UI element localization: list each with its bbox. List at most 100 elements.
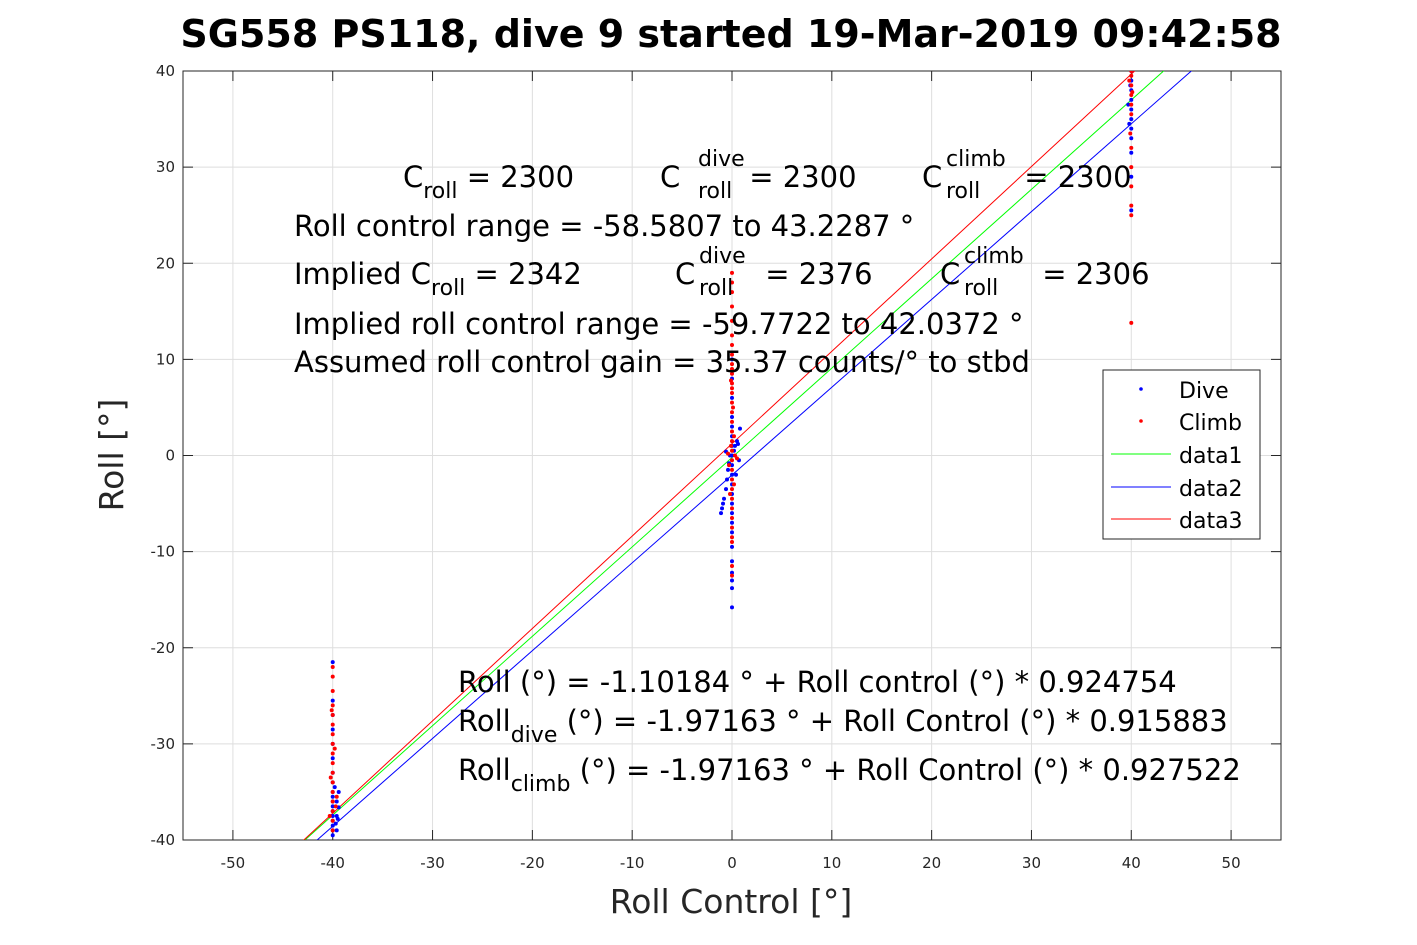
x-tick-label: 0 (727, 854, 737, 872)
point-climb (730, 573, 734, 578)
point-climb (730, 525, 734, 530)
point-dive (1129, 150, 1134, 155)
point-climb (330, 722, 335, 727)
point-dive (1129, 97, 1134, 102)
point-dive (722, 496, 727, 501)
point-dive (733, 472, 738, 477)
point-climb (730, 496, 734, 501)
y-tick-label: -40 (151, 831, 176, 849)
point-dive (719, 511, 724, 516)
legend-data2-label: data2 (1179, 477, 1243, 502)
x-tick-label: -10 (620, 854, 645, 872)
point-climb (330, 732, 335, 737)
x-tick-label: -50 (221, 854, 246, 872)
legend-dive-label: Dive (1179, 379, 1229, 404)
point-dive (1129, 208, 1134, 213)
point-climb (330, 770, 335, 775)
point-dive (334, 799, 339, 804)
point-dive (730, 530, 734, 535)
legend-item-data2: data2 (1111, 477, 1243, 502)
point-climb (730, 448, 734, 453)
x-tick-label: 10 (822, 854, 841, 872)
point-climb (730, 506, 734, 511)
point-dive (1129, 174, 1134, 179)
x-tick-label: -20 (520, 854, 545, 872)
point-climb (730, 467, 734, 472)
point-dive (730, 511, 734, 516)
point-dive (330, 823, 335, 828)
point-dive (330, 804, 335, 809)
point-climb (730, 318, 734, 323)
point-climb (330, 713, 335, 718)
point-climb (330, 689, 335, 694)
point-climb (730, 290, 734, 295)
legend-data3-label: data3 (1179, 509, 1243, 534)
point-climb (330, 780, 335, 785)
point-climb (1129, 203, 1134, 208)
c-roll-text: Croll = 2300 (403, 160, 574, 204)
y-tick-label: 10 (156, 350, 175, 368)
point-climb (730, 535, 734, 540)
point-dive (724, 487, 729, 492)
point-climb (330, 789, 335, 794)
point-climb (730, 419, 734, 424)
x-tick-label: 30 (1022, 854, 1041, 872)
point-dive (333, 821, 338, 826)
point-climb (330, 799, 335, 804)
point-climb (730, 371, 734, 376)
point-climb (334, 794, 339, 799)
y-tick-label: 0 (165, 447, 175, 465)
series-line-data3 (303, 71, 1136, 840)
point-climb (731, 434, 736, 439)
y-tick-label: -20 (151, 639, 176, 657)
y-tick-label: -10 (151, 543, 176, 561)
point-climb (332, 746, 337, 751)
point-dive (330, 698, 335, 703)
point-dive (330, 727, 335, 732)
point-climb (730, 280, 734, 285)
point-climb (1129, 71, 1134, 73)
x-tick-label: -40 (320, 854, 345, 872)
point-climb (730, 487, 734, 492)
point-climb (730, 429, 734, 434)
point-dive (1129, 107, 1134, 112)
point-climb (730, 366, 734, 371)
point-climb (728, 491, 733, 496)
series-line-data1 (304, 71, 1165, 840)
fit-dive-text: Rolldive (°) = -1.97163 ° + Roll Control… (458, 704, 1228, 748)
point-climb (730, 333, 734, 338)
x-tick-label: 40 (1122, 854, 1141, 872)
point-dive (730, 605, 734, 610)
point-dive (730, 578, 734, 583)
legend-item-climb: Climb (1139, 411, 1242, 436)
point-climb (730, 540, 734, 545)
point-climb (330, 818, 335, 823)
point-dive (730, 424, 734, 429)
data-points (327, 71, 1135, 838)
point-climb (1127, 78, 1132, 83)
point-climb (1129, 145, 1134, 150)
point-climb (330, 664, 335, 669)
point-climb (330, 741, 335, 746)
point-climb (726, 451, 731, 456)
point-climb (730, 304, 734, 309)
roll-range-text: Roll control range = -58.5807 to 43.2287… (294, 209, 914, 243)
point-dive (1129, 117, 1134, 122)
point-climb (734, 456, 739, 461)
point-dive (730, 501, 734, 506)
implied-range-text: Implied roll control range = -59.7722 to… (294, 307, 1024, 341)
point-climb (730, 515, 734, 520)
annotations: Croll = 2300 Cdive roll = 2300 Cclimb roll… (294, 147, 1241, 797)
point-climb (1130, 90, 1135, 95)
point-climb (1129, 320, 1134, 325)
point-climb (730, 270, 734, 275)
x-tick-label: -30 (420, 854, 445, 872)
point-climb (730, 386, 734, 391)
point-dive (735, 441, 740, 446)
implied-c-roll-text: Implied Croll = 2342 (294, 257, 582, 301)
point-dive (1126, 102, 1131, 107)
point-dive (737, 426, 742, 431)
point-dive (732, 443, 737, 448)
point-dive (721, 501, 726, 506)
